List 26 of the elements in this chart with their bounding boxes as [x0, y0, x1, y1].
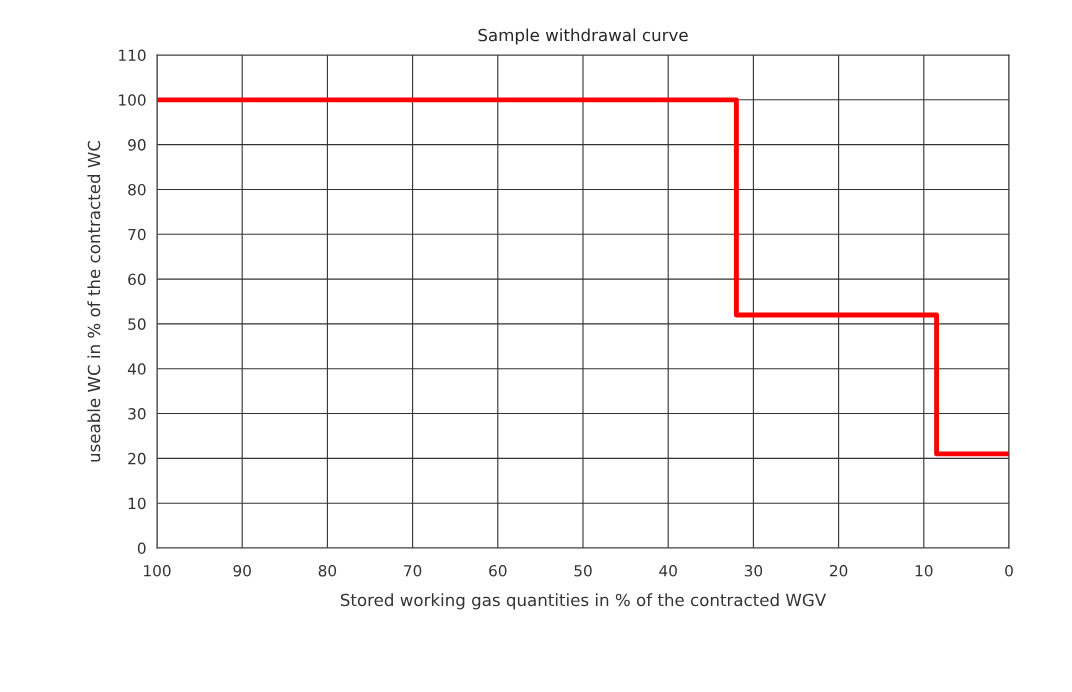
y-tick-label: 60 [128, 273, 146, 286]
y-tick-label: 100 [119, 94, 146, 106]
x-tick-label: 80 [318, 564, 337, 577]
y-tick-label: 30 [128, 408, 146, 420]
y-tick-label: 70 [128, 228, 146, 241]
x-tick-label: 10 [915, 564, 933, 577]
x-axis-title: Stored working gas quantities in % of the contracted WGV [340, 593, 827, 610]
x-tick-label: 0 [1005, 564, 1013, 577]
x-tick-label: 30 [744, 564, 763, 577]
y-tick-label: 80 [128, 183, 146, 196]
x-tick-label: 40 [659, 564, 677, 577]
x-tick-label: 70 [404, 564, 422, 577]
chart-title: Sample withdrawal curve [478, 28, 688, 45]
y-tick-label: 50 [128, 318, 146, 330]
y-axis-title: useable WC in % of the contracted WC [87, 140, 101, 462]
y-tick-label: 90 [128, 139, 146, 151]
y-tick-label: 0 [137, 542, 146, 555]
x-tick-label: 100 [144, 564, 171, 577]
x-tick-label: 60 [489, 564, 507, 577]
x-tick-label: 90 [233, 564, 251, 577]
y-tick-label: 110 [119, 49, 146, 62]
x-tick-label: 20 [830, 564, 848, 577]
y-tick-label: 40 [127, 363, 146, 375]
y-tick-label: 10 [128, 497, 146, 510]
y-tick-label: 20 [128, 452, 146, 465]
x-tick-label: 50 [574, 564, 592, 577]
